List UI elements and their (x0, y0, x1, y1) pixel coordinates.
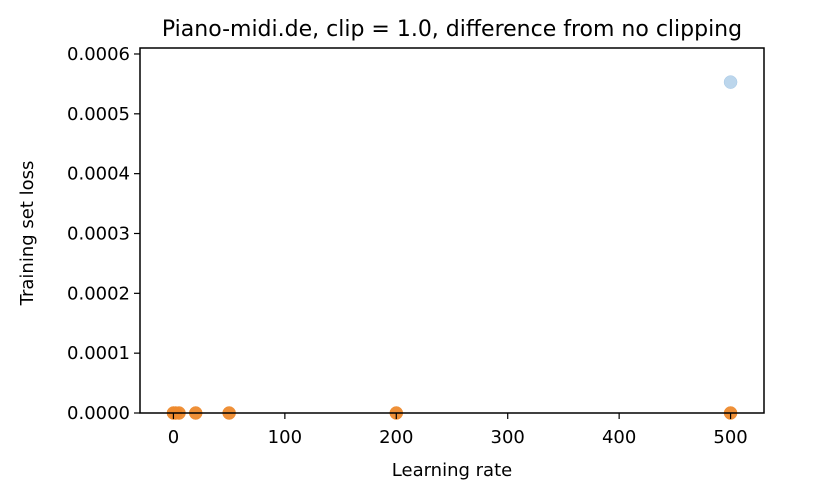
y-axis-ticks: 0.0000 0.0001 0.0002 0.0003 0.0004 0.0005 0.00… (67, 44, 140, 424)
axes-frame (139, 47, 765, 414)
x-tick-label: 300 (491, 427, 525, 448)
data-points (166, 75, 738, 420)
x-tick-label: 0 (168, 427, 179, 448)
x-axis-ticks: 0 100 200 300 400 500 (168, 413, 748, 448)
y-tick-label: 0.0002 (67, 283, 130, 304)
y-tick-label: 0.0000 (67, 403, 130, 424)
x-tick-label: 500 (713, 427, 747, 448)
y-tick-label: 0.0005 (67, 104, 130, 125)
data-point (723, 75, 738, 89)
y-tick-label: 0.0004 (67, 164, 130, 185)
y-axis-label: Training set loss (17, 161, 38, 307)
y-tick-label: 0.0001 (67, 343, 130, 364)
x-axis-label: Learning rate (392, 460, 512, 481)
y-tick-label: 0.0003 (67, 223, 130, 244)
x-tick-label: 100 (268, 427, 302, 448)
chart-title: Piano-midi.de, clip = 1.0, difference fr… (162, 17, 742, 42)
y-tick-label: 0.0006 (67, 44, 130, 65)
x-tick-label: 400 (602, 427, 636, 448)
x-tick-label: 200 (379, 427, 413, 448)
